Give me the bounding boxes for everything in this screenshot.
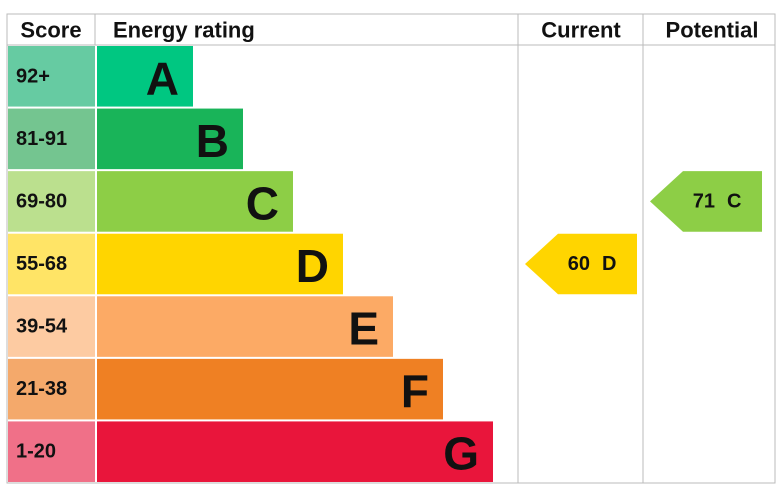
score-label: 55-68 [16,253,67,275]
score-cell [8,358,95,420]
potential-arrow [650,171,762,232]
score-label: 81-91 [16,128,67,150]
score-cell [8,421,95,482]
rating-letter: B [196,115,229,167]
rating-letter: A [146,52,179,104]
header-score: Score [20,18,81,43]
rating-bar [97,171,293,232]
potential-value: 71 [693,190,715,212]
rating-bar [97,46,193,107]
score-label: 69-80 [16,190,67,212]
rating-bar [97,233,343,295]
current-letter: D [602,253,616,275]
score-label: 92+ [16,65,50,87]
header-current: Current [541,18,621,43]
score-cell [8,233,95,295]
score-cell [8,171,95,232]
rating-letter: D [296,240,329,292]
score-label: 39-54 [16,316,68,338]
rating-letter: C [246,177,279,229]
rating-bar [97,358,443,420]
current-arrow [525,233,637,295]
header-potential: Potential [666,18,759,43]
current-value: 60 [568,253,590,275]
frame [6,13,776,484]
score-cell [8,108,95,170]
rating-bar [97,421,493,482]
score-cell [8,296,95,357]
rating-letter: E [348,303,379,355]
rating-letter: F [401,365,429,417]
score-cell [8,46,95,107]
score-label: 21-38 [16,378,67,400]
potential-letter: C [727,190,741,212]
rating-bar [97,296,393,357]
rating-letter: G [443,428,479,480]
rating-bar [97,108,243,170]
header-rating: Energy rating [113,18,255,43]
score-label: 1-20 [16,441,56,463]
